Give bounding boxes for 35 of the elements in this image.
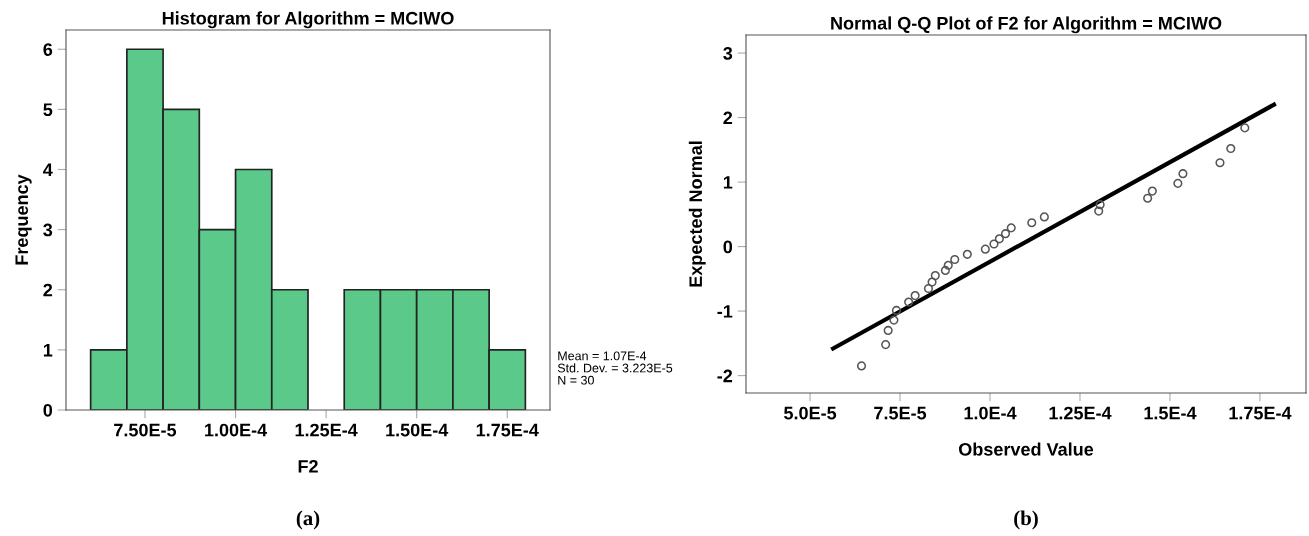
- y-tick-label: 3: [723, 47, 733, 60]
- y-axis-title: Frequency: [15, 174, 32, 265]
- x-tick-label: 7.5E-5: [874, 406, 927, 420]
- x-tick-label: 7.50E-5: [114, 423, 177, 437]
- chart-title: Normal Q-Q Plot of F2 for Algorithm = MCIWO: [831, 16, 1222, 34]
- x-tick-label: 1.25E-4: [1049, 406, 1112, 420]
- x-tick-label: 1.25E-4: [295, 423, 358, 437]
- text: (b): [1014, 510, 1038, 530]
- x-tick-label: 1.50E-4: [386, 423, 449, 437]
- x-tick-label: 1.0E-4: [964, 406, 1017, 420]
- y-tick-label: 1: [43, 343, 53, 357]
- text: (a): [296, 510, 320, 530]
- text: Mean = 1.07E-4: [558, 351, 647, 361]
- y-tick-label: 4: [43, 163, 53, 177]
- y-tick-label: 1: [723, 176, 733, 189]
- y-tick-label: 6: [43, 43, 53, 56]
- x-tick-label: 1.75E-4: [1229, 406, 1292, 420]
- x-axis-title: Observed Value: [959, 442, 1094, 456]
- y-axis-title: Expected Normal: [688, 141, 706, 287]
- chart-title: Histogram for Algorithm = MCIWO: [162, 11, 454, 29]
- x-tick-label: 1.5E-4: [1144, 406, 1197, 420]
- x-axis-title: F2: [298, 459, 318, 473]
- y-tick-label: 0: [43, 403, 53, 417]
- x-tick-label: 5.0E-5: [784, 406, 837, 420]
- y-tick-label: 3: [43, 223, 53, 237]
- y-tick-label: 2: [43, 283, 53, 297]
- x-tick-label: 1.75E-4: [476, 423, 539, 437]
- text: Std. Dev. = 3.223E-5: [557, 363, 673, 373]
- y-tick-label: 5: [43, 103, 53, 117]
- text: N = 30: [558, 375, 594, 385]
- y-tick-label: 0: [723, 240, 733, 254]
- y-tick-label: -1: [717, 305, 733, 318]
- x-tick-label: 1.00E-4: [205, 423, 268, 437]
- y-tick-label: -2: [717, 369, 733, 383]
- y-tick-label: 2: [723, 111, 733, 125]
